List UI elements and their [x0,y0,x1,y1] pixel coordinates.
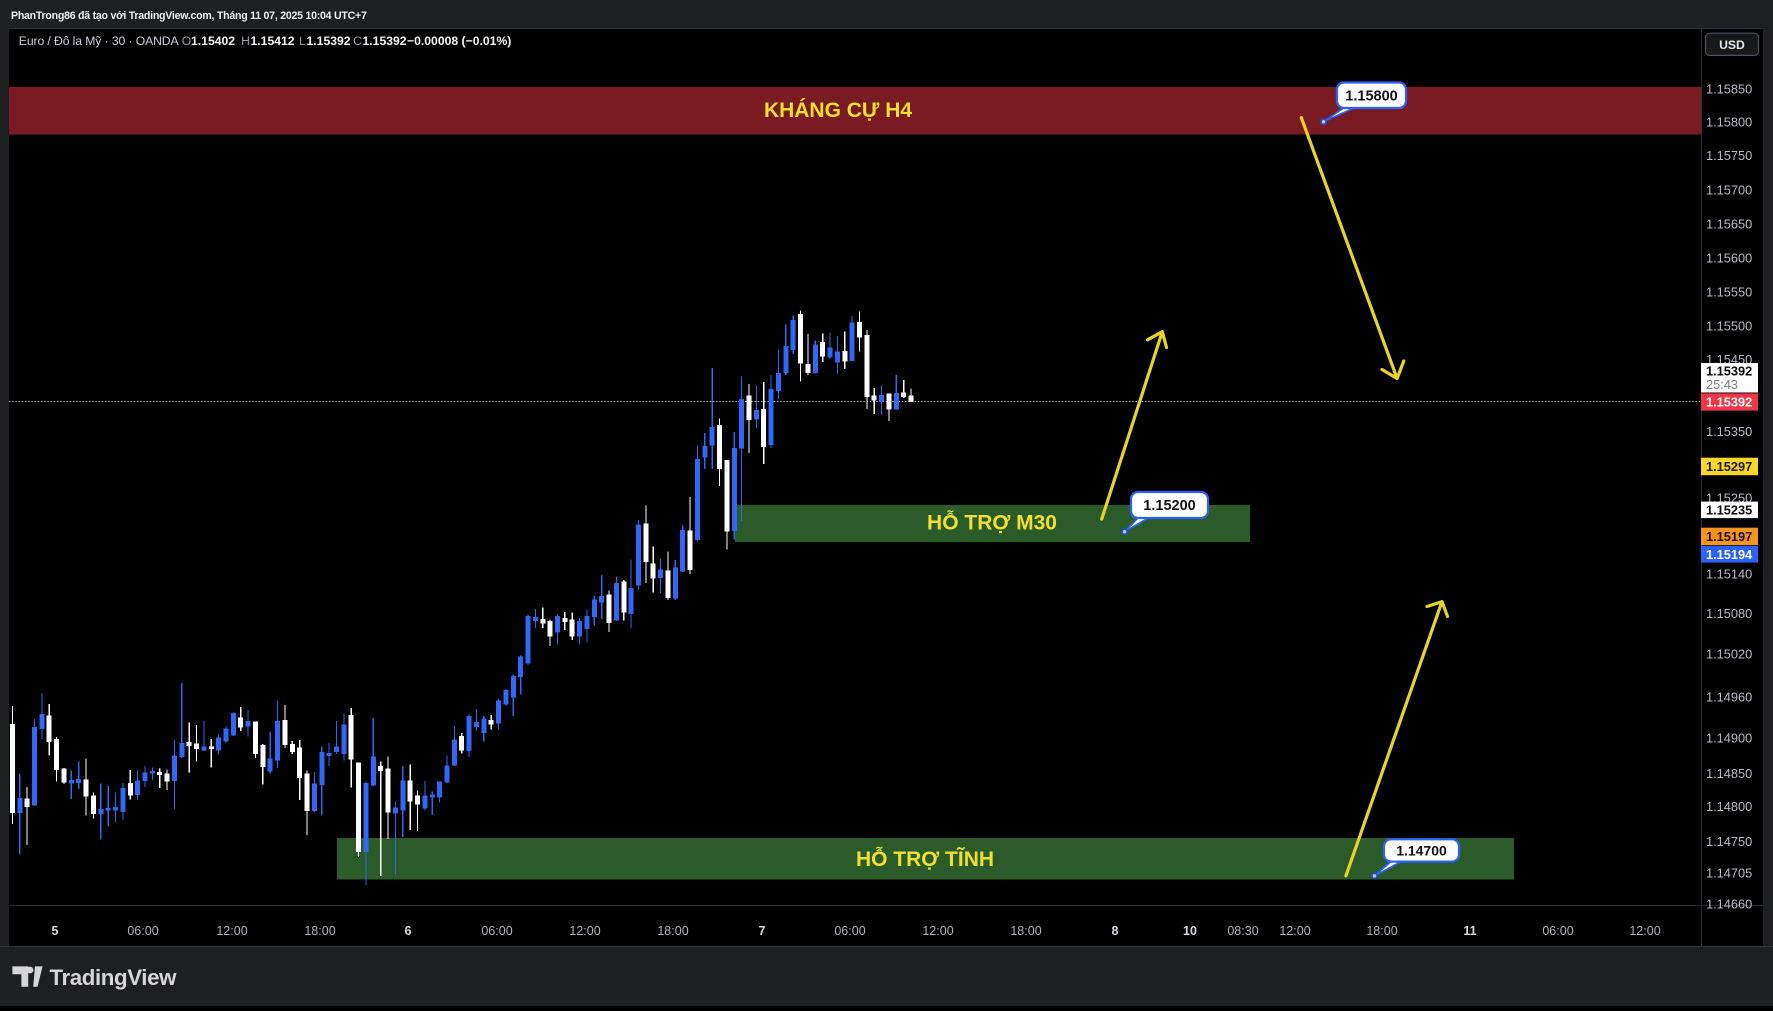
svg-text:18:00: 18:00 [1010,924,1041,938]
svg-text:1.15500: 1.15500 [1706,319,1752,334]
svg-text:1.15350: 1.15350 [1706,424,1752,439]
svg-text:1.14900: 1.14900 [1706,731,1752,746]
svg-text:12:00: 12:00 [1279,924,1310,938]
svg-text:USD: USD [1719,38,1745,52]
svg-text:1.14700: 1.14700 [1396,842,1447,858]
svg-text:H: H [241,34,250,48]
svg-text:1.15392: 1.15392 [307,34,351,48]
svg-text:1.14850: 1.14850 [1706,766,1752,781]
svg-text:1.15297: 1.15297 [1706,459,1752,474]
svg-text:5: 5 [52,924,59,938]
svg-text:06:00: 06:00 [127,924,158,938]
svg-text:1.15392: 1.15392 [363,34,407,48]
svg-text:1.15800: 1.15800 [1345,88,1397,104]
svg-text:1.15402: 1.15402 [191,34,235,48]
svg-text:1.15197: 1.15197 [1706,529,1752,544]
svg-text:HỖ TRỢ M30: HỖ TRỢ M30 [927,511,1057,535]
svg-text:1.15080: 1.15080 [1706,606,1752,621]
svg-text:6: 6 [405,924,412,938]
svg-text:10: 10 [1183,924,1197,938]
svg-text:11: 11 [1463,924,1476,938]
svg-text:1.15850: 1.15850 [1706,81,1752,96]
svg-text:8: 8 [1112,924,1119,938]
svg-text:1.15650: 1.15650 [1706,217,1752,232]
svg-text:C: C [353,34,362,48]
svg-text:1.15550: 1.15550 [1706,285,1752,300]
svg-text:1.15235: 1.15235 [1706,502,1752,517]
svg-text:18:00: 18:00 [657,924,688,938]
svg-text:1.15600: 1.15600 [1706,251,1752,266]
svg-text:TradingView: TradingView [50,965,178,990]
svg-text:1.15200: 1.15200 [1143,498,1195,514]
svg-text:18:00: 18:00 [1366,924,1397,938]
svg-text:O: O [182,34,191,48]
svg-text:7: 7 [759,924,766,938]
svg-text:1.15194: 1.15194 [1706,547,1753,562]
svg-text:12:00: 12:00 [569,924,600,938]
svg-text:1.14705: 1.14705 [1706,866,1752,881]
svg-text:1.14660: 1.14660 [1706,897,1752,912]
svg-text:1.15392: 1.15392 [1706,364,1752,379]
svg-text:08:30: 08:30 [1227,924,1258,938]
svg-text:25:43: 25:43 [1706,377,1738,392]
svg-text:HỖ TRỢ TĨNH: HỖ TRỢ TĨNH [856,847,994,871]
svg-text:1.15140: 1.15140 [1706,567,1752,582]
svg-text:18:00: 18:00 [304,924,335,938]
svg-text:1.15020: 1.15020 [1706,647,1752,662]
svg-text:06:00: 06:00 [834,924,865,938]
svg-text:1.15700: 1.15700 [1706,183,1752,198]
svg-text:12:00: 12:00 [922,924,953,938]
svg-text:06:00: 06:00 [1542,924,1573,938]
svg-text:06:00: 06:00 [481,924,512,938]
svg-text:L: L [299,34,306,48]
svg-text:12:00: 12:00 [216,924,247,938]
svg-text:Euro / Đô la Mỹ · 30 · OANDA: Euro / Đô la Mỹ · 30 · OANDA [19,34,180,48]
svg-text:KHÁNG CỰ H4: KHÁNG CỰ H4 [764,99,912,122]
svg-text:1.14800: 1.14800 [1706,799,1752,814]
svg-text:1.15800: 1.15800 [1706,115,1752,130]
svg-text:1.14750: 1.14750 [1706,834,1752,849]
svg-text:1.15412: 1.15412 [251,34,295,48]
svg-text:PhanTrong86 đã tạo với Trading: PhanTrong86 đã tạo với TradingView.com, … [11,10,367,22]
svg-text:12:00: 12:00 [1629,924,1660,938]
svg-text:1.15750: 1.15750 [1706,148,1752,163]
svg-text:1.15392: 1.15392 [1706,395,1752,410]
svg-text:−0.00008 (−0.01%): −0.00008 (−0.01%) [407,34,511,48]
svg-text:1.14960: 1.14960 [1706,690,1752,705]
